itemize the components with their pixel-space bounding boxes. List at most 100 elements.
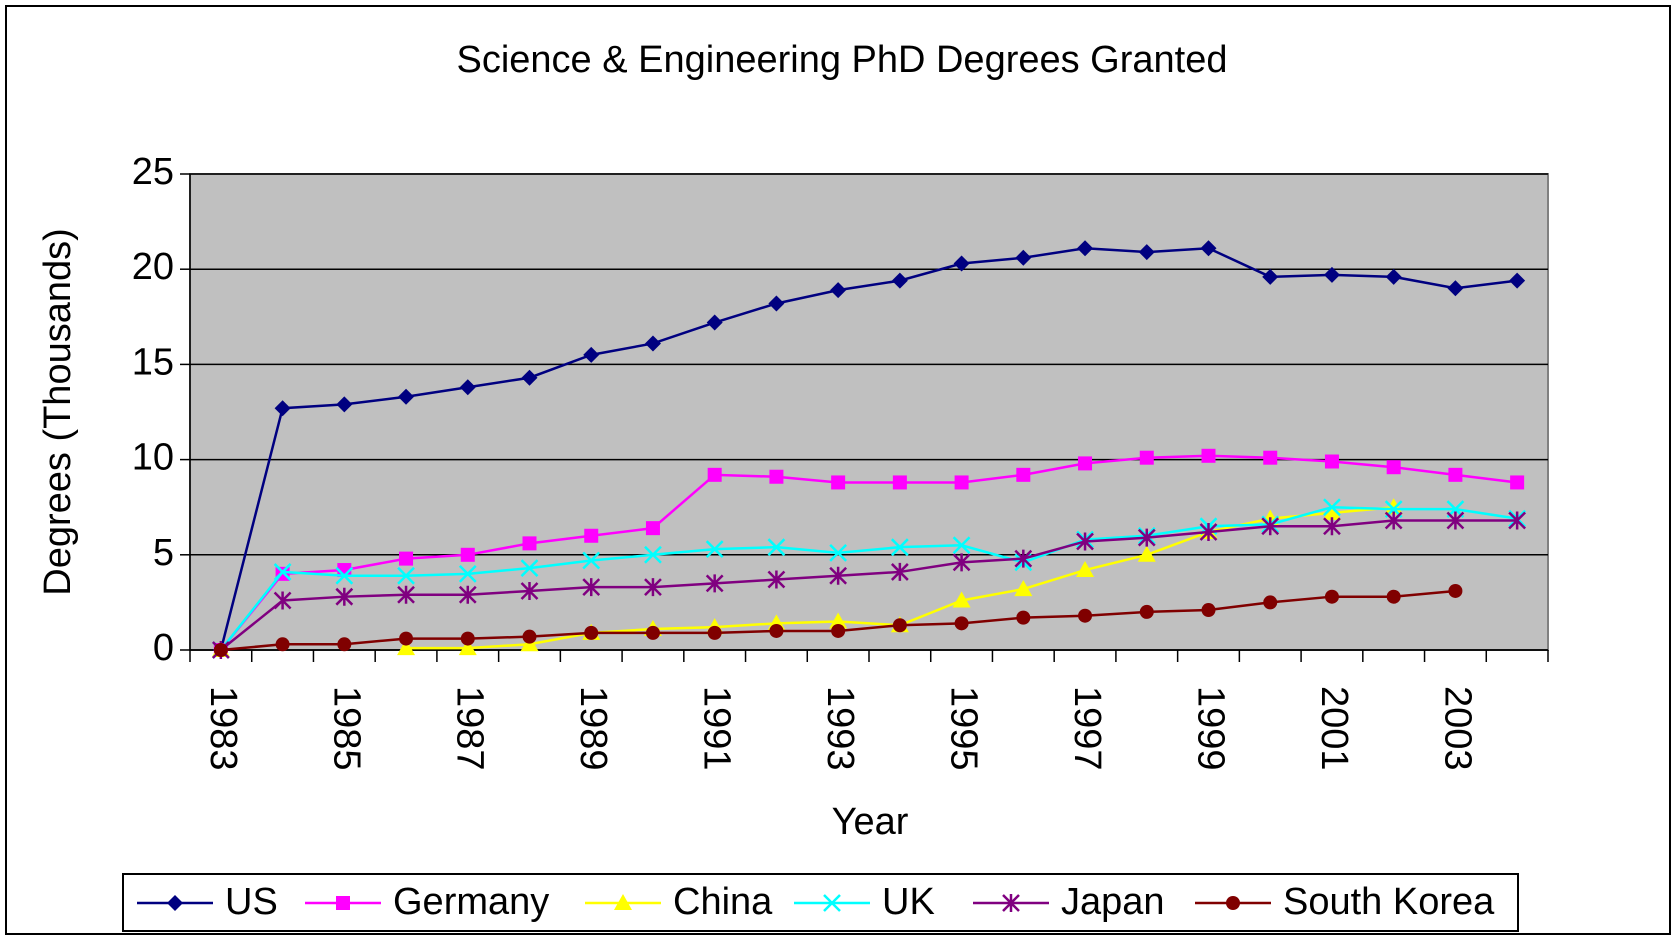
data-point bbox=[707, 467, 722, 482]
data-point bbox=[890, 562, 909, 581]
data-point bbox=[831, 475, 846, 490]
data-point bbox=[767, 538, 786, 557]
y-tick-label: 15 bbox=[132, 341, 174, 383]
data-point bbox=[953, 255, 970, 272]
data-point bbox=[1078, 608, 1093, 623]
legend-marker bbox=[823, 894, 841, 912]
data-point bbox=[645, 521, 660, 536]
data-point bbox=[1323, 266, 1340, 283]
data-point bbox=[1201, 603, 1216, 618]
legend-marker bbox=[1226, 896, 1240, 910]
series-line bbox=[219, 454, 1518, 651]
y-axis-label: Degrees (Thousands) bbox=[37, 228, 79, 596]
data-point bbox=[1014, 549, 1033, 568]
data-point bbox=[1385, 268, 1402, 285]
legend-label: China bbox=[673, 881, 773, 923]
data-point bbox=[459, 379, 476, 396]
data-point bbox=[829, 544, 848, 562]
data-point bbox=[1322, 503, 1341, 520]
data-point bbox=[892, 475, 907, 490]
data-point bbox=[1263, 595, 1278, 610]
data-point bbox=[1323, 498, 1341, 517]
data-point bbox=[397, 566, 415, 585]
data-point bbox=[1386, 460, 1401, 475]
y-tick-label: 20 bbox=[132, 246, 174, 288]
data-point bbox=[522, 629, 537, 644]
data-point bbox=[1199, 522, 1218, 541]
data-point bbox=[1016, 610, 1031, 625]
data-point bbox=[584, 528, 599, 543]
x-tick-label: 1997 bbox=[1066, 686, 1108, 771]
data-point bbox=[1448, 583, 1463, 598]
data-point bbox=[829, 566, 848, 585]
data-point bbox=[583, 346, 600, 363]
x-tick-label: 1995 bbox=[943, 686, 985, 771]
plot-area bbox=[189, 173, 1549, 651]
data-point bbox=[275, 637, 290, 652]
data-point bbox=[769, 469, 784, 484]
data-point bbox=[831, 623, 846, 638]
data-point bbox=[1138, 244, 1155, 261]
legend-label: South Korea bbox=[1283, 881, 1495, 923]
data-point bbox=[1446, 511, 1465, 530]
data-point bbox=[1014, 580, 1033, 597]
legend-marker bbox=[614, 894, 632, 910]
data-point bbox=[1510, 475, 1525, 490]
chart-title: Science & Engineering PhD Degrees Grante… bbox=[456, 39, 1227, 81]
data-point bbox=[520, 581, 539, 600]
data-point bbox=[1448, 467, 1463, 482]
data-point bbox=[892, 618, 907, 633]
data-point bbox=[1262, 268, 1279, 285]
data-point bbox=[1137, 545, 1156, 562]
data-point bbox=[768, 295, 785, 312]
data-point bbox=[705, 574, 724, 593]
data-point bbox=[398, 388, 415, 405]
legend-label: Germany bbox=[393, 881, 549, 923]
legend-marker bbox=[1002, 894, 1020, 912]
legend-label: US bbox=[225, 881, 278, 923]
data-point bbox=[1076, 532, 1094, 551]
legend-label: Japan bbox=[1061, 881, 1165, 923]
x-tick-label: 2001 bbox=[1313, 686, 1355, 771]
x-axis-label: Year bbox=[832, 801, 909, 843]
data-point bbox=[830, 282, 847, 299]
data-point bbox=[1508, 511, 1527, 530]
data-point bbox=[644, 578, 662, 597]
legend-marker bbox=[336, 896, 350, 910]
data-point bbox=[1201, 448, 1216, 463]
data-point bbox=[1323, 517, 1341, 536]
data-point bbox=[1447, 280, 1464, 297]
data-point bbox=[1076, 561, 1095, 578]
x-tick-label: 1983 bbox=[202, 686, 244, 771]
data-point bbox=[1078, 456, 1093, 471]
data-point bbox=[767, 570, 786, 589]
data-point bbox=[460, 547, 475, 562]
data-point bbox=[829, 612, 848, 629]
x-tick-label: 1993 bbox=[819, 686, 861, 771]
data-point bbox=[1137, 528, 1156, 547]
data-point bbox=[705, 540, 724, 558]
data-point bbox=[336, 396, 353, 413]
data-point bbox=[1016, 467, 1031, 482]
data-point bbox=[397, 585, 415, 604]
series-line bbox=[219, 246, 1518, 651]
y-tick-label: 0 bbox=[153, 627, 174, 669]
x-tick-label: 1991 bbox=[696, 686, 738, 771]
data-point bbox=[1261, 517, 1280, 536]
x-tick-label: 1985 bbox=[325, 686, 367, 771]
data-point bbox=[769, 623, 784, 638]
data-point bbox=[891, 272, 908, 289]
data-point bbox=[1139, 604, 1154, 619]
data-point bbox=[582, 578, 601, 597]
data-point bbox=[645, 625, 660, 640]
data-point bbox=[890, 538, 909, 557]
data-point bbox=[399, 631, 414, 646]
data-point bbox=[335, 587, 354, 606]
x-tick-label: 1987 bbox=[449, 686, 491, 771]
data-point bbox=[954, 616, 969, 631]
data-point bbox=[582, 551, 601, 570]
data-point bbox=[397, 639, 416, 656]
y-tick-label: 25 bbox=[132, 151, 174, 193]
data-point bbox=[460, 631, 475, 646]
data-point bbox=[954, 475, 969, 490]
